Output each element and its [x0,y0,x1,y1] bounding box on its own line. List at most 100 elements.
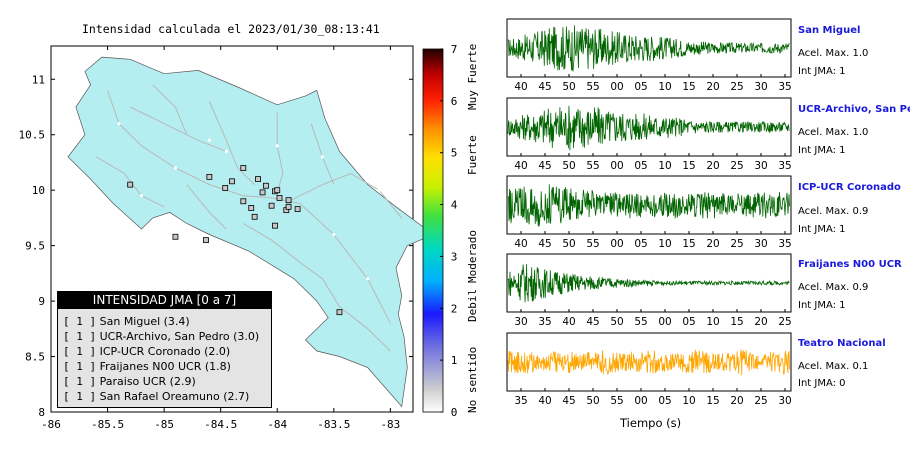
colorbar-tick-label: 4 [451,199,458,212]
station-marker [206,173,213,180]
legend-item-tag: [ 1 ] [63,375,97,388]
waveform-tick-label: 00 [658,316,671,328]
station-acel: Acel. Max. 1.0 [798,48,869,59]
waveform-tick-label: 25 [778,316,791,328]
x-tick-label: -83 [380,418,400,431]
map-title: Intensidad calculada el 2023/01/30_08:13… [82,22,380,36]
town-dot [207,138,211,142]
station-marker [263,182,269,189]
waveform-tick-label: 20 [706,81,719,93]
waveform-tick-label: 30 [754,238,767,250]
colorbar-tick-label: 7 [451,43,458,56]
y-tick-label: 9.5 [25,240,45,253]
station-marker [274,187,281,194]
x-tick-label: -84 [267,418,287,431]
station-marker [276,195,283,201]
station-marker [255,176,261,182]
x-tick-label: -84.5 [204,418,237,431]
colorbar-category: No sentido [466,346,479,413]
waveform-tick-label: 15 [706,395,719,407]
waveform-tick-label: 00 [610,238,623,250]
waveform-panel: 40 45 50 55 00 05 10 15 20 25 30 35 [506,175,792,250]
road-line [276,112,284,193]
station-marker [285,197,292,204]
waveform-tick-label: 25 [730,238,743,250]
waveform-tick-label: 00 [610,81,623,93]
waveform-tick-label: 50 [562,160,575,172]
waveform-tick-label: 40 [562,316,575,328]
waveform-tick-label: 20 [730,395,743,407]
waveform-tick-label: 35 [778,81,791,93]
waveform-tick-label: 35 [514,395,527,407]
waveform-tick-label: 20 [706,160,719,172]
waveform-tick-label: 05 [634,160,647,172]
legend-item: [ 1 ] ICP-UCR Coronado (2.0) [63,345,230,358]
station-marker [229,178,235,185]
waveform-trace [507,263,790,303]
station-name: Teatro Nacional [798,338,886,349]
waveform-tick-label: 55 [586,160,599,172]
waveform-tick-label: 40 [514,238,527,250]
map-axis-ticks: -86 -85.5 -85 -84.5 -84 -83.5 -83 11 10.5 10 9.5 9 8… [19,46,413,431]
y-tick-label: 8.5 [25,351,45,364]
legend-item-tag: [ 1 ] [63,330,97,343]
town-dot [377,188,381,192]
waveform-tick-label: 00 [610,160,623,172]
legend-item-name: Paraiso UCR (2.9) [99,375,196,388]
waveform-tick-label: 15 [682,160,695,172]
station-marker [248,205,255,211]
station-marker [336,309,343,316]
waveform-trace [507,105,790,151]
waveform-tick-label: 30 [754,81,767,93]
waveform-tick-label: 35 [778,238,791,250]
waveform-panel: 40 45 50 55 00 05 10 15 20 25 30 35 [506,18,792,93]
station-marker [268,202,275,209]
waveform-tick-label: 55 [586,81,599,93]
town-dot [117,122,121,126]
y-tick-label: 10 [32,184,45,197]
waveform-tick-label: 20 [754,316,767,328]
waveform-tick-label: 30 [514,316,527,328]
road-network [96,84,403,352]
waveform-tick-label: 40 [514,81,527,93]
town-dot [332,232,336,237]
x-tick-label: -86 [41,418,61,431]
waveform-panel: 35 40 45 50 55 00 05 10 15 20 25 30 [506,332,792,407]
station-acel: Acel. Max. 0.1 [798,361,869,372]
waveform-tick-label: 15 [730,316,743,328]
legend-item-name: ICP-UCR Coronado (2.0) [99,345,231,358]
waveform-tick-label: 15 [682,238,695,250]
waveform-tick-label: 05 [658,395,671,407]
waveform-tick-label: 50 [562,238,575,250]
waveform-tick-label: 10 [658,238,671,250]
road-line [186,184,227,230]
legend-item-name: UCR-Archivo, San Pedro (3.0) [99,330,260,343]
waveform-tick-label: 40 [538,395,551,407]
colorbar-tick-label: 2 [451,302,458,315]
colorbar-tick-label: 3 [451,250,458,263]
legend-item-name: San Miguel (3.4) [99,315,190,328]
waveform-tick-label: 55 [586,238,599,250]
station-name: UCR-Archivo, San Pedro [798,104,910,115]
x-tick-label: -85 [154,418,174,431]
legend-item-tag: [ 1 ] [63,360,97,373]
station-marker [272,222,278,229]
legend-item: [ 1 ] Paraiso UCR (2.9) [63,375,196,388]
station-marker [240,165,247,171]
colorbar-tick-label: 6 [451,95,458,108]
station-marker [203,237,209,243]
waveform-tick-label: 45 [586,316,599,328]
waveform-tick-label: 10 [658,160,671,172]
station-name: San Miguel [798,25,861,36]
waveform-tick-label: 10 [658,81,671,93]
waveform-tick-label: 45 [538,160,551,172]
waveform-tick-label: 55 [634,316,647,328]
waveform-tick-label: 45 [538,81,551,93]
waveform-tick-label: 30 [778,395,791,407]
station-markers [127,165,343,316]
road-line [152,84,188,135]
station-marker [285,203,292,210]
colorbar-tick-label: 0 [451,406,458,419]
waveform-tick-label: 45 [562,395,575,407]
